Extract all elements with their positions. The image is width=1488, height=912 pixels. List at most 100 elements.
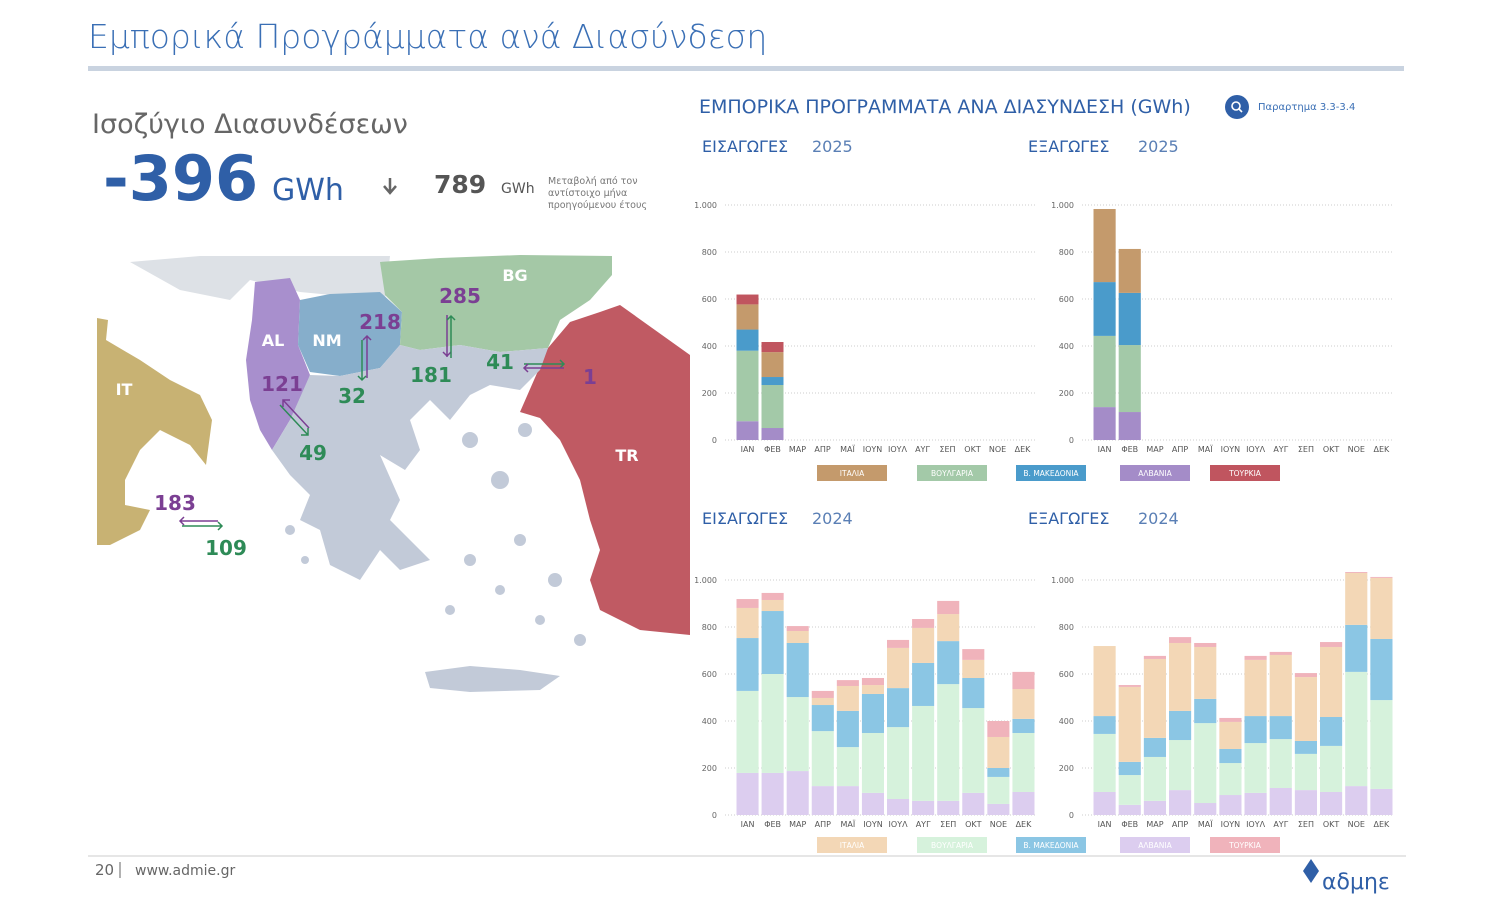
- x-tick-label: ΙΟΥΝ: [863, 445, 883, 454]
- bar-segment: [811, 786, 834, 815]
- bar-segment: [887, 727, 910, 800]
- legend-swatch: [1120, 465, 1190, 481]
- bar-segment: [836, 685, 859, 711]
- flow-arrows: [178, 314, 566, 531]
- bar-segment: [1169, 740, 1192, 791]
- bar-segment: [1169, 710, 1192, 741]
- map-region: [130, 256, 390, 300]
- y-tick-label: 800: [702, 248, 717, 257]
- x-tick-label: ΜΑΡ: [1146, 820, 1163, 829]
- bar-segment: [987, 776, 1010, 804]
- search-icon[interactable]: [1225, 95, 1249, 119]
- x-tick-label: ΙΟΥΛ: [1246, 445, 1266, 454]
- flow-label: 109: [205, 536, 247, 560]
- map-north-macedonia: [298, 292, 402, 376]
- x-tick-label: ΑΠΡ: [815, 820, 831, 829]
- bar-segment: [861, 732, 884, 793]
- page-number: 20: [95, 861, 114, 879]
- x-tick-label: ΙΟΥΝ: [1221, 445, 1241, 454]
- country-label: TR: [615, 446, 638, 465]
- change-note: αντίστοιχο μήνα: [548, 188, 627, 199]
- bar-segment: [761, 674, 784, 773]
- x-tick-label: ΟΚΤ: [965, 820, 982, 829]
- x-tick-label: ΝΟΕ: [1348, 820, 1365, 829]
- x-tick-label: ΟΚΤ: [1323, 445, 1340, 454]
- y-tick-label: 800: [1059, 623, 1074, 632]
- x-tick-label: ΔΕΚ: [1015, 445, 1032, 454]
- bar-segment: [1093, 335, 1116, 408]
- logo-text: αδμηε: [1322, 870, 1390, 895]
- bar-segment: [1320, 791, 1343, 815]
- bar-segment: [1370, 576, 1393, 578]
- bar-segment: [912, 800, 935, 815]
- bar-segment: [1012, 732, 1035, 792]
- map: [97, 255, 690, 692]
- y-tick-label: 0: [1069, 811, 1074, 820]
- map-greece: [272, 345, 548, 580]
- legend-swatch: [817, 465, 887, 481]
- title-rule: [88, 66, 1404, 71]
- flow-label: 181: [410, 363, 452, 387]
- bar-segment: [1143, 658, 1166, 738]
- bar-segment: [861, 693, 884, 733]
- bar-segment: [736, 329, 759, 351]
- x-tick-label: ΙΑΝ: [741, 820, 755, 829]
- bar-segment: [1118, 686, 1141, 762]
- bar-segment: [761, 592, 784, 600]
- y-tick-label: 400: [1059, 717, 1074, 726]
- x-tick-label: ΦΕΒ: [1121, 445, 1138, 454]
- flow-label: 32: [338, 384, 366, 408]
- change-note: Μεταβολή από τον: [548, 176, 638, 187]
- bar-segment: [1118, 804, 1141, 815]
- legend-swatch: [1210, 465, 1280, 481]
- x-tick-label: ΙΟΥΛ: [1246, 820, 1266, 829]
- x-tick-label: ΟΚΤ: [964, 445, 981, 454]
- x-tick-label: ΜΑΪ: [840, 444, 855, 454]
- y-tick-label: 200: [702, 764, 717, 773]
- x-tick-label: ΝΟΕ: [989, 445, 1006, 454]
- bar-segment: [861, 792, 884, 815]
- bar-segment: [887, 688, 910, 728]
- y-tick-label: 400: [1059, 342, 1074, 351]
- legend-label: ΤΟΥΡΚΙΑ: [1228, 841, 1262, 850]
- bar-segment: [1093, 791, 1116, 815]
- bar-segment: [1169, 637, 1192, 643]
- bar-segment: [937, 614, 960, 642]
- bar-segment: [962, 677, 985, 709]
- bar-segment: [1219, 717, 1242, 722]
- bar-segment: [1012, 689, 1035, 719]
- bar-segment: [1294, 740, 1317, 754]
- x-tick-label: ΣΕΠ: [940, 820, 956, 829]
- bar-segment: [1118, 412, 1141, 440]
- bar-segment: [1345, 786, 1368, 815]
- x-tick-label: ΔΕΚ: [1374, 820, 1391, 829]
- bar-segment: [1012, 671, 1035, 690]
- flow-label: 121: [261, 372, 303, 396]
- bar-segment: [912, 627, 935, 663]
- bar-segment: [1169, 790, 1192, 815]
- bar-segment: [1093, 407, 1116, 440]
- appendix-link[interactable]: Παραρτημα 3.3-3.4: [1258, 102, 1355, 113]
- legend-label: ΤΟΥΡΚΙΑ: [1228, 469, 1262, 478]
- x-tick-label: ΦΕΒ: [764, 820, 781, 829]
- bar-segment: [1370, 700, 1393, 789]
- legend-swatch: [1016, 837, 1086, 853]
- y-tick-label: 1.000: [1051, 576, 1074, 585]
- legend-swatch: [917, 837, 987, 853]
- y-tick-label: 0: [1069, 436, 1074, 445]
- bar-segment: [1194, 646, 1217, 699]
- bar-segment: [1118, 761, 1141, 776]
- bar-segment: [987, 768, 1010, 777]
- bar-segment: [836, 786, 859, 815]
- map-bulgaria: [380, 255, 612, 352]
- bar-segment: [1219, 721, 1242, 749]
- bar-segment: [912, 705, 935, 801]
- bar-segment: [786, 697, 809, 772]
- bar-segment: [761, 772, 784, 815]
- bar-segment: [1244, 743, 1267, 793]
- bar-segment: [761, 352, 784, 378]
- x-tick-label: ΜΑΡ: [789, 445, 806, 454]
- legend-swatch: [817, 837, 887, 853]
- legend-label: Β. ΜΑΚΕΔΟΝΙΑ: [1023, 469, 1079, 478]
